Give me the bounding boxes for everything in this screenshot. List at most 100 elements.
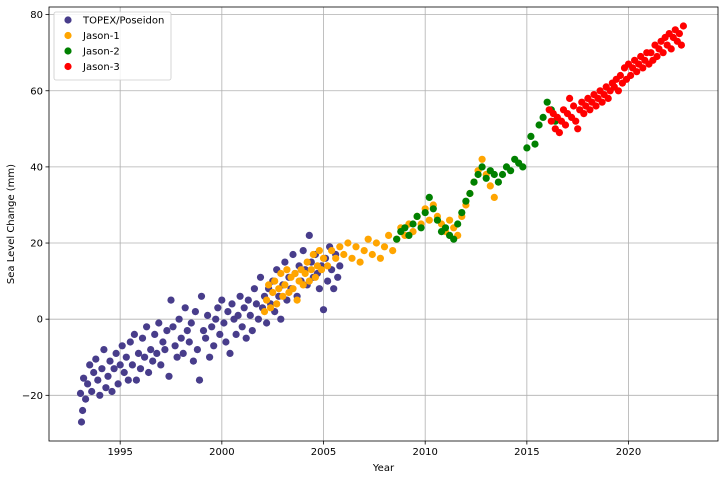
data-point bbox=[334, 273, 342, 281]
data-point bbox=[507, 167, 515, 175]
y-tick-label: 60 bbox=[30, 86, 43, 97]
data-point bbox=[136, 365, 145, 373]
data-point bbox=[519, 163, 527, 171]
data-point bbox=[177, 334, 185, 342]
data-point bbox=[647, 49, 655, 57]
data-point bbox=[199, 327, 208, 335]
series-jason-2 bbox=[393, 98, 559, 243]
data-point bbox=[633, 68, 641, 76]
data-point bbox=[283, 266, 291, 274]
y-axis-ticks: −20 0 20 40 60 80 bbox=[22, 10, 49, 402]
data-point bbox=[110, 365, 118, 373]
data-point bbox=[311, 273, 319, 281]
data-point bbox=[299, 281, 307, 289]
data-point bbox=[385, 231, 393, 239]
data-point bbox=[433, 216, 441, 224]
data-point bbox=[572, 117, 580, 125]
data-point bbox=[181, 304, 189, 312]
data-point bbox=[281, 281, 289, 289]
data-point bbox=[141, 353, 149, 361]
data-point bbox=[616, 71, 625, 80]
y-tick-label: 20 bbox=[30, 239, 43, 250]
data-point bbox=[372, 239, 380, 247]
data-point bbox=[90, 368, 98, 377]
data-point bbox=[195, 376, 204, 384]
legend-label: Jason-3 bbox=[82, 62, 120, 73]
data-point bbox=[151, 330, 159, 338]
data-point bbox=[240, 304, 248, 312]
legend-label: Jason-2 bbox=[82, 47, 120, 58]
data-point bbox=[204, 311, 212, 319]
data-point bbox=[482, 174, 490, 182]
data-point bbox=[319, 306, 328, 314]
data-point bbox=[307, 266, 315, 274]
data-point bbox=[191, 308, 199, 316]
data-point bbox=[124, 376, 132, 384]
data-point bbox=[165, 372, 173, 380]
data-point bbox=[157, 361, 165, 369]
y-tick-label: 0 bbox=[37, 315, 43, 326]
data-point bbox=[539, 113, 547, 121]
data-point bbox=[193, 346, 201, 354]
data-point bbox=[324, 262, 332, 270]
data-point bbox=[498, 170, 507, 179]
data-point bbox=[226, 349, 234, 357]
data-point bbox=[543, 98, 551, 106]
data-point bbox=[100, 346, 108, 354]
data-point bbox=[279, 292, 287, 300]
data-point bbox=[153, 349, 161, 357]
data-point bbox=[305, 231, 313, 239]
data-point bbox=[490, 170, 498, 179]
data-point bbox=[114, 380, 122, 388]
data-point bbox=[171, 342, 179, 350]
data-point bbox=[417, 224, 425, 232]
data-point bbox=[236, 292, 244, 300]
data-point bbox=[425, 216, 433, 224]
data-point bbox=[82, 395, 90, 403]
data-point bbox=[592, 102, 600, 110]
data-point bbox=[319, 254, 328, 262]
data-point bbox=[401, 224, 409, 232]
data-point bbox=[273, 300, 281, 308]
data-point bbox=[667, 45, 675, 53]
data-point bbox=[108, 387, 116, 396]
data-point bbox=[332, 254, 340, 262]
x-tick-label: 2010 bbox=[412, 447, 437, 458]
plot-frame bbox=[48, 6, 719, 442]
legend-label: Jason-1 bbox=[82, 31, 120, 42]
data-point bbox=[462, 197, 470, 205]
data-point bbox=[159, 338, 167, 346]
data-point bbox=[265, 281, 273, 289]
data-point bbox=[421, 209, 429, 217]
data-point bbox=[425, 193, 433, 201]
data-point bbox=[409, 220, 417, 228]
legend-marker bbox=[64, 16, 72, 24]
data-point bbox=[214, 304, 222, 312]
y-tick-label: 80 bbox=[30, 10, 43, 21]
data-point bbox=[659, 49, 667, 57]
data-point bbox=[138, 334, 147, 342]
data-point bbox=[340, 250, 348, 259]
x-tick-label: 2020 bbox=[616, 447, 641, 458]
data-point bbox=[317, 266, 326, 274]
data-point bbox=[106, 357, 114, 365]
data-point bbox=[291, 269, 299, 278]
data-point bbox=[523, 144, 531, 152]
data-point bbox=[336, 243, 344, 251]
data-point bbox=[344, 239, 352, 247]
data-point bbox=[470, 178, 478, 186]
data-point bbox=[130, 330, 138, 338]
data-point bbox=[535, 121, 543, 129]
data-point bbox=[185, 338, 193, 346]
data-point bbox=[263, 296, 271, 304]
data-point bbox=[598, 98, 606, 106]
y-axis-label: Sea Level Change (mm) bbox=[6, 164, 17, 284]
data-point bbox=[405, 231, 413, 239]
data-point bbox=[155, 319, 163, 327]
data-point bbox=[458, 209, 466, 217]
x-tick-label: 2015 bbox=[514, 447, 539, 458]
data-point bbox=[289, 285, 297, 293]
data-point bbox=[252, 300, 260, 308]
data-point bbox=[580, 110, 588, 118]
data-point bbox=[677, 41, 686, 49]
